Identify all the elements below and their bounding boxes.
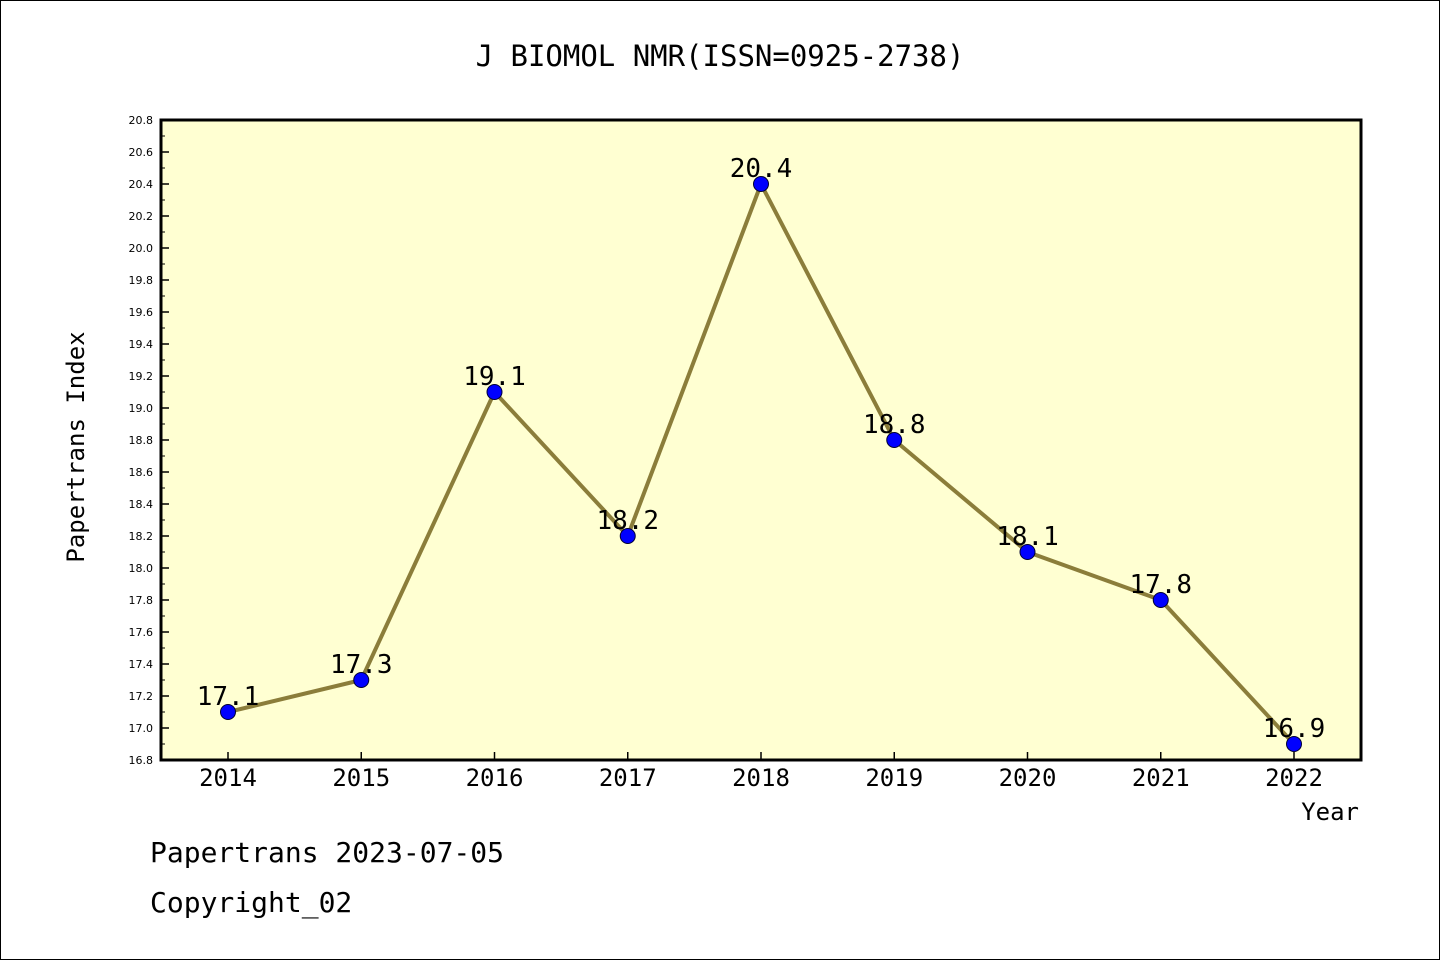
y-tick-label: 19.8 [129, 274, 154, 287]
y-tick-label: 19.6 [129, 306, 154, 319]
data-label: 16.9 [1263, 714, 1326, 744]
x-tick-label: 2021 [1132, 764, 1190, 792]
data-label: 18.2 [596, 506, 659, 536]
y-tick-label: 18.0 [129, 562, 154, 575]
plot-area [159, 118, 1363, 762]
x-tick-label: 2017 [599, 764, 657, 792]
y-tick-label: 17.8 [129, 594, 154, 607]
data-point [486, 384, 503, 400]
y-axis-label: Papertrans Index [62, 331, 90, 562]
x-tick-label: 2019 [865, 764, 923, 792]
y-tick-label: 19.2 [129, 370, 154, 383]
y-tick-label: 19.4 [129, 338, 154, 351]
data-label: 19.1 [463, 362, 526, 392]
data-point [353, 672, 370, 688]
footer-copyright: Copyright_02 [150, 886, 353, 919]
y-tick-label: 20.8 [129, 114, 154, 127]
data-point [619, 528, 636, 544]
data-label: 17.1 [197, 682, 260, 712]
data-label: 20.4 [730, 154, 793, 184]
data-point [1019, 544, 1036, 560]
data-label: 17.8 [1129, 570, 1192, 600]
series-markers [220, 176, 1302, 752]
y-tick-label: 17.6 [129, 626, 154, 639]
y-tick-label: 17.4 [129, 658, 154, 671]
y-tick-label: 18.6 [129, 466, 154, 479]
y-tick-label: 16.8 [129, 754, 154, 767]
x-tick-label: 2022 [1265, 764, 1323, 792]
y-tick-label: 18.8 [129, 434, 154, 447]
chart-title: J BIOMOL NMR(ISSN=0925-2738) [476, 39, 965, 73]
data-label: 18.8 [863, 410, 926, 440]
data-label: 18.1 [996, 522, 1059, 552]
y-tick-label: 20.6 [129, 146, 154, 159]
x-axis: 2014 2015 2016 2017 2018 2019 2020 2021 2022 [199, 752, 1323, 792]
y-axis: 16.8 17.0 17.2 17.4 17.6 17.8 18.0 18.2 18.4 18.6… [129, 114, 169, 767]
x-tick-label: 2020 [999, 764, 1057, 792]
x-tick-label: 2015 [332, 764, 390, 792]
x-axis-label: Year [1301, 798, 1359, 826]
data-point [753, 176, 769, 192]
data-point [886, 432, 903, 448]
y-tick-label: 20.0 [129, 242, 154, 255]
data-label: 17.3 [330, 650, 393, 680]
y-tick-label: 20.4 [129, 178, 154, 191]
y-tick-label: 17.2 [129, 690, 154, 703]
x-tick-label: 2016 [466, 764, 524, 792]
data-labels: 17.1 17.3 19.1 18.2 20.4 18.8 18.1 17.8 16.9 [197, 154, 1326, 744]
y-tick-label: 20.2 [129, 210, 154, 223]
x-tick-label: 2018 [732, 764, 790, 792]
footer-date: Papertrans 2023-07-05 [150, 836, 505, 869]
x-tick-label: 2014 [199, 764, 257, 792]
y-tick-label: 19.0 [129, 402, 154, 415]
data-point [1152, 592, 1169, 608]
y-tick-label: 17.0 [129, 722, 154, 735]
y-tick-label: 18.4 [129, 498, 154, 511]
data-point [220, 704, 236, 720]
data-point [1286, 736, 1302, 752]
y-tick-label: 18.2 [129, 530, 154, 543]
